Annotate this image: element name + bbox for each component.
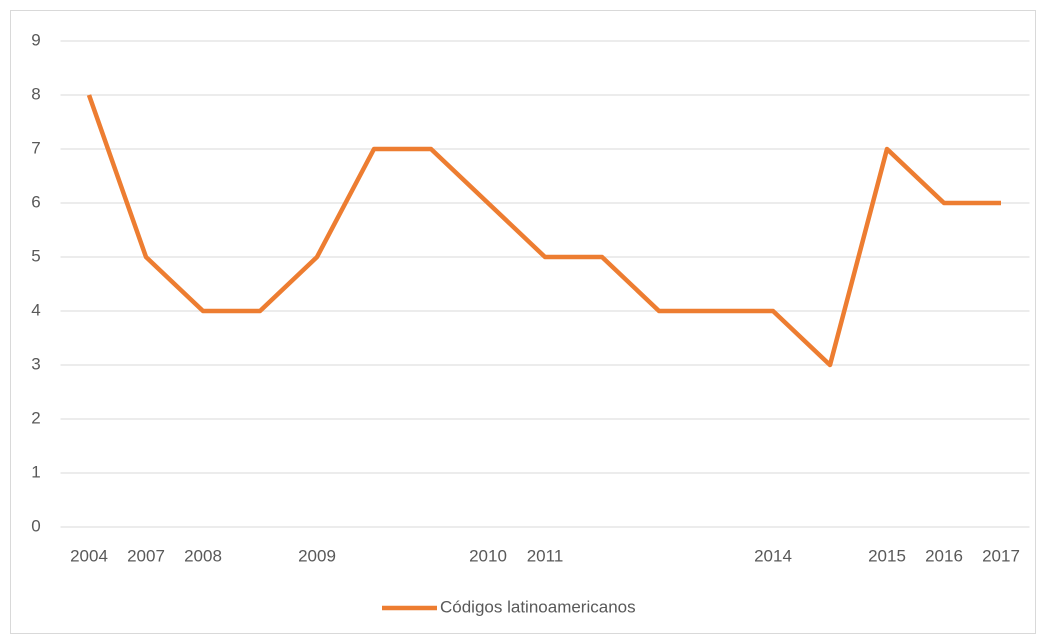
x-tick-label: 2014 xyxy=(754,546,792,565)
chart-border xyxy=(10,10,1036,634)
legend-label: Códigos latinoamericanos xyxy=(440,597,636,616)
y-tick-label: 0 xyxy=(31,516,40,535)
x-tick-label: 2011 xyxy=(527,546,564,565)
x-tick-label: 2016 xyxy=(925,546,963,565)
x-tick-label: 2004 xyxy=(70,546,108,565)
x-tick-label: 2017 xyxy=(982,546,1020,565)
x-tick-label: 2009 xyxy=(298,546,336,565)
y-tick-label: 4 xyxy=(31,300,40,319)
x-tick-label: 2010 xyxy=(469,546,507,565)
data-line xyxy=(86,94,1001,368)
y-tick-label: 7 xyxy=(31,138,40,157)
y-tick-label: 5 xyxy=(31,246,40,265)
y-tick-label: 1 xyxy=(31,462,40,481)
x-tick-label: 2015 xyxy=(868,546,906,565)
x-tick-label: 2007 xyxy=(127,546,165,565)
y-tick-label: 3 xyxy=(31,354,40,373)
y-tick-label: 6 xyxy=(31,192,40,211)
y-tick-label: 8 xyxy=(31,84,40,103)
x-tick-label: 2008 xyxy=(184,546,222,565)
y-tick-label: 2 xyxy=(31,408,40,427)
y-tick-label: 9 xyxy=(31,30,40,49)
